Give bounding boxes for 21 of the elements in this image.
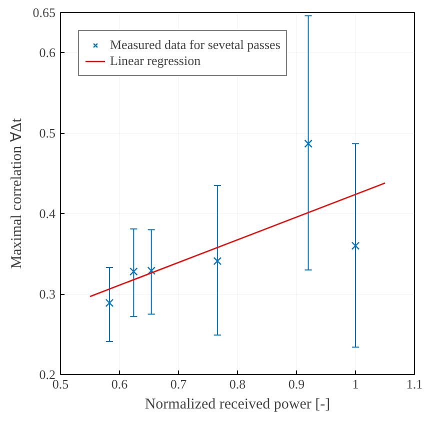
x-tick-label: 1 — [352, 376, 359, 392]
legend-label: Measured data for sevetal passes — [110, 37, 280, 53]
y-tick-label: 0.6 — [39, 45, 56, 60]
x-tick-label: 0.8 — [229, 376, 246, 392]
y-axis-title: Maximal correlation ∀Δt — [8, 117, 25, 269]
y-tick-label: 0.65 — [32, 5, 56, 20]
point — [351, 242, 360, 250]
y-tick-label: 0.3 — [39, 286, 56, 302]
point — [130, 267, 138, 276]
point — [213, 256, 222, 266]
point — [147, 266, 156, 275]
point — [304, 139, 312, 148]
y-tick-label: 0.5 — [39, 126, 56, 141]
x-tick-label: 0.9 — [288, 376, 305, 392]
x-axis-title: Normalized received power [-] — [144, 396, 330, 412]
x-tick-label: 0.6 — [111, 376, 128, 392]
x-tick-label: 0.7 — [170, 376, 188, 392]
y-tick-label: 0.4 — [39, 206, 56, 222]
point — [105, 298, 114, 308]
legend-label: Linear regression — [110, 53, 201, 69]
x-tick-label: 1.1 — [406, 376, 423, 392]
